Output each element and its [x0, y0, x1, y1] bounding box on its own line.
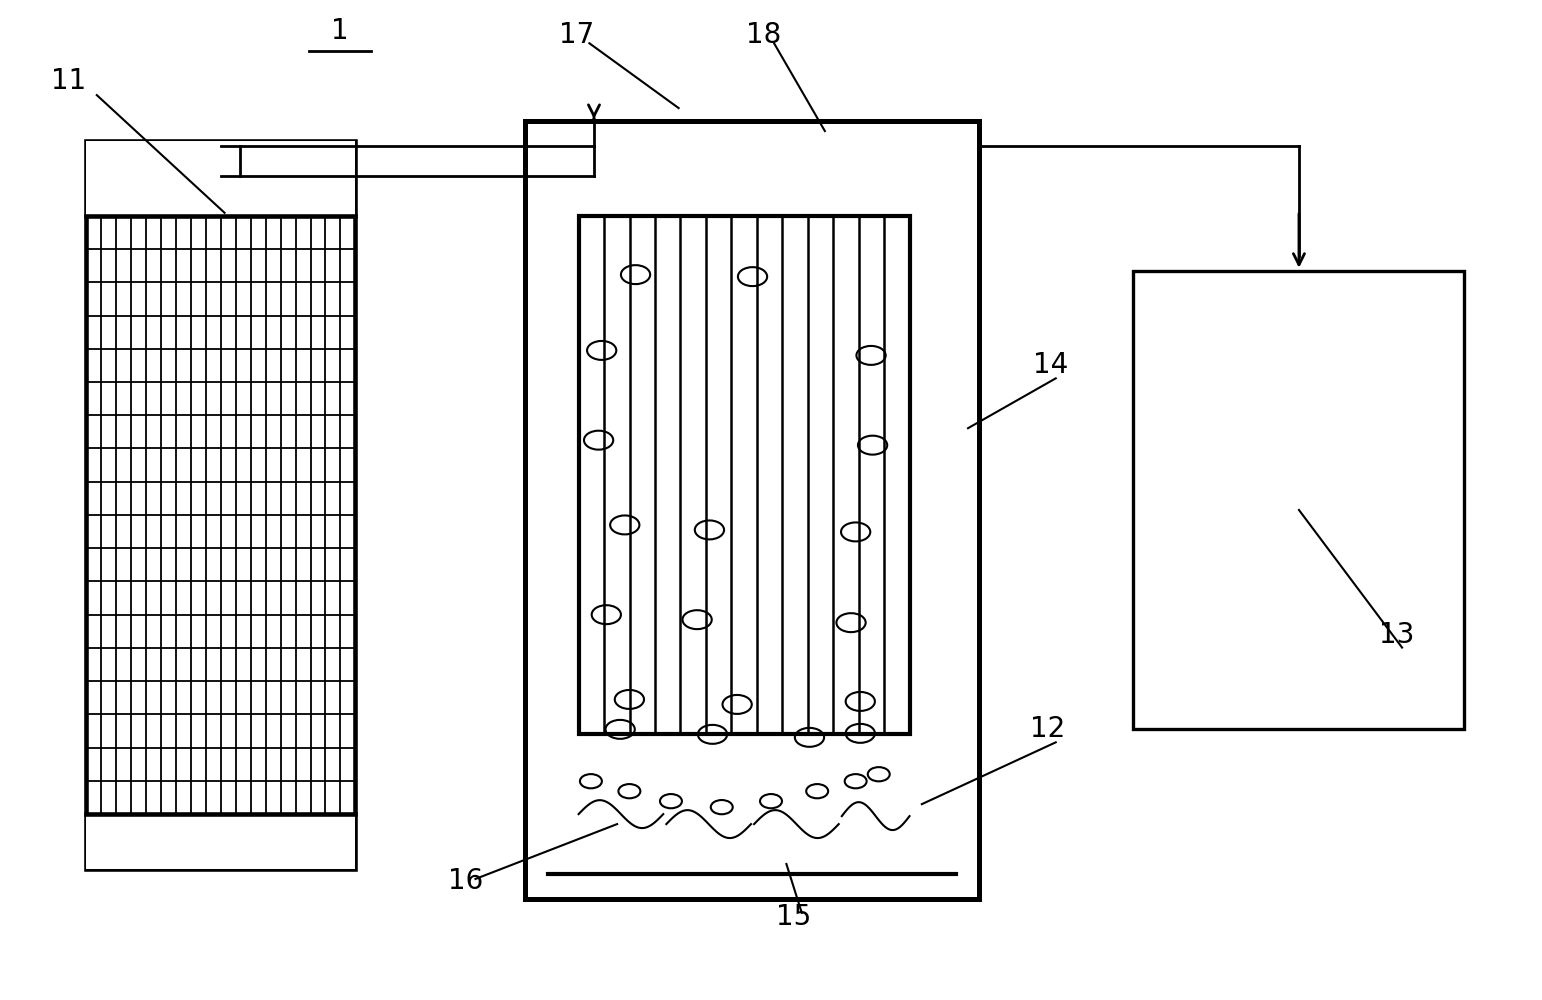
Bar — [524, 121, 979, 899]
Text: 1: 1 — [332, 17, 348, 45]
Text: 14: 14 — [1033, 351, 1069, 379]
Text: 12: 12 — [1030, 715, 1066, 743]
Text: 11: 11 — [51, 67, 86, 95]
Text: 16: 16 — [447, 867, 483, 895]
Text: 17: 17 — [558, 21, 594, 49]
Bar — [578, 216, 910, 734]
Text: 15: 15 — [776, 903, 811, 931]
Bar — [86, 141, 355, 216]
Text: 13: 13 — [1379, 621, 1414, 649]
Bar — [1133, 271, 1463, 729]
Text: 18: 18 — [746, 21, 782, 49]
Bar — [86, 141, 355, 869]
Bar — [86, 814, 355, 869]
